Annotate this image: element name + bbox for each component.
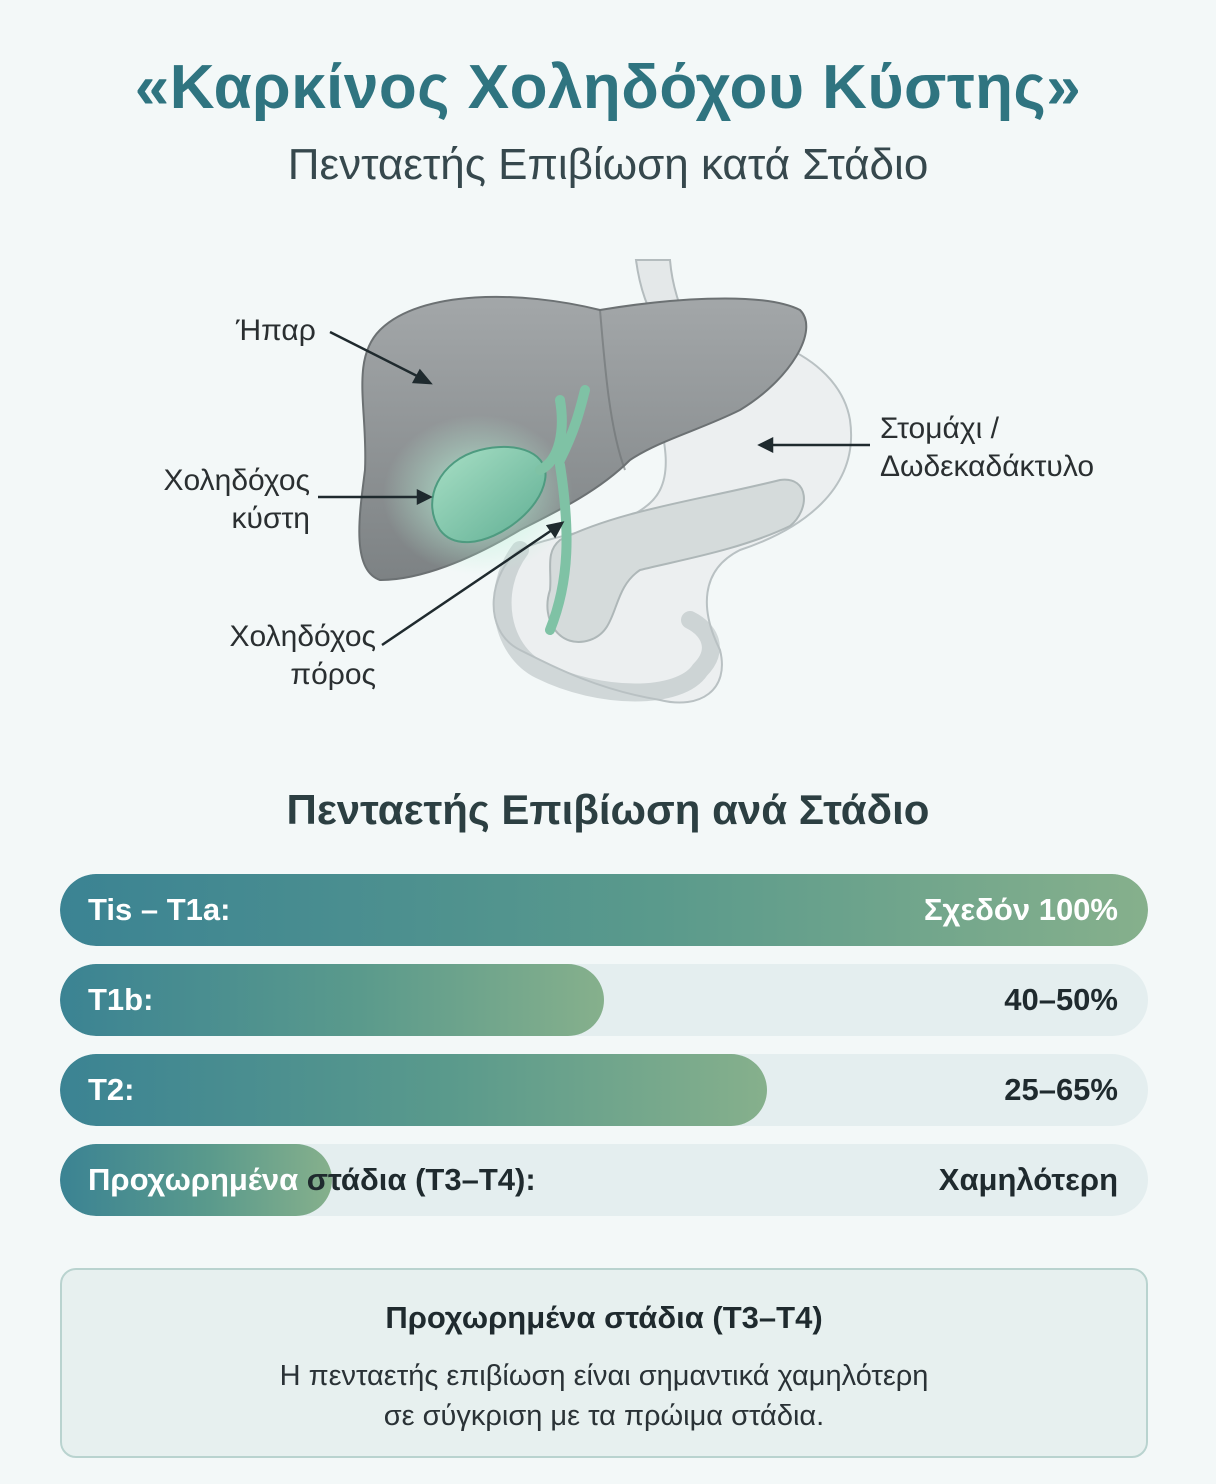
note-body-line2: σε σύγκριση με τα πρώιμα στάδια. [383,1400,825,1432]
note-body-line1: Η πενταετής επιβίωση είναι σημαντικά χαμ… [279,1360,929,1392]
bar-label-advanced: Προχωρημένα στάδια (T3–T4): [88,1144,536,1216]
label-stomach-line1: Στομάχι / [880,412,999,445]
bar-label-main: T1b: [88,982,154,1017]
chart-title: Πενταετής Επιβίωση ανά Στάδιο [286,786,930,833]
bar-label-main: Προχωρημένα [88,1162,299,1197]
anatomy-drawing [318,259,870,704]
page-title: «Καρκίνος Χοληδόχου Κύστης» [134,53,1082,122]
label-gallbladder-line1: Χοληδόχος [163,464,310,497]
bar-label-rest: στάδια (T3–T4): [298,1162,536,1197]
anatomy-illustration: Ήπαρ Χοληδόχος κύστη Χοληδόχος πόρος Στο… [0,230,1216,750]
bar-track-tis-t1a: Tis – T1a: Σχεδόν 100% [60,874,1148,946]
label-stomach: Στομάχι / Δωδεκαδάκτυλο [880,410,1094,486]
note-title: Προχωρημένα στάδια (T3–T4) [385,1300,823,1335]
label-bile-duct: Χοληδόχος πόρος [200,618,376,694]
page-subtitle: Πενταετής Επιβίωση κατά Στάδιο [287,140,929,189]
bar-track-t1b: T1b: 40–50% [60,964,1148,1036]
bar-value-t2: 25–65% [1004,1072,1118,1107]
bar-label-main: T2: [88,1072,135,1107]
pancreas-shape [546,478,805,643]
bar-label-t1b: T1b: [88,964,153,1036]
bar-value-t1b: 40–50% [1004,982,1118,1017]
bar-value-tis-t1a: Σχεδόν 100% [923,892,1118,927]
label-liver: Ήπαρ [236,314,316,347]
bar-fill-tis-t1a [60,874,1148,946]
bar-fill-t1b [60,964,604,1036]
note-body: Η πενταετής επιβίωση είναι σημαντικά χαμ… [62,1356,1146,1436]
label-gallbladder-line2: κύστη [231,502,310,535]
label-bile-duct-line1: Χοληδόχος [229,620,376,653]
bar-fill-advanced [60,1144,332,1216]
bar-label-main: Tis – T1a: [88,892,231,927]
bar-value-advanced: Χαμηλότερη [938,1162,1118,1197]
label-stomach-line2: Δωδεκαδάκτυλο [880,450,1095,483]
gallbladder-shape [431,445,547,544]
label-bile-duct-line2: πόρος [290,658,376,691]
duodenum-shape [493,541,720,702]
label-gallbladder: Χοληδόχος κύστη [140,462,310,538]
bar-track-t2: T2: 25–65% [60,1054,1148,1126]
bar-track-advanced: Προχωρημένα στάδια (T3–T4): Χαμηλότερη [60,1144,1148,1216]
note-box: Προχωρημένα στάδια (T3–T4) Η πενταετής ε… [60,1268,1148,1458]
bar-label-t2: T2: [88,1054,135,1126]
bile-duct-shape [535,385,590,635]
bar-label-tis-t1a: Tis – T1a: [88,874,230,946]
bar-fill-t2 [60,1054,767,1126]
